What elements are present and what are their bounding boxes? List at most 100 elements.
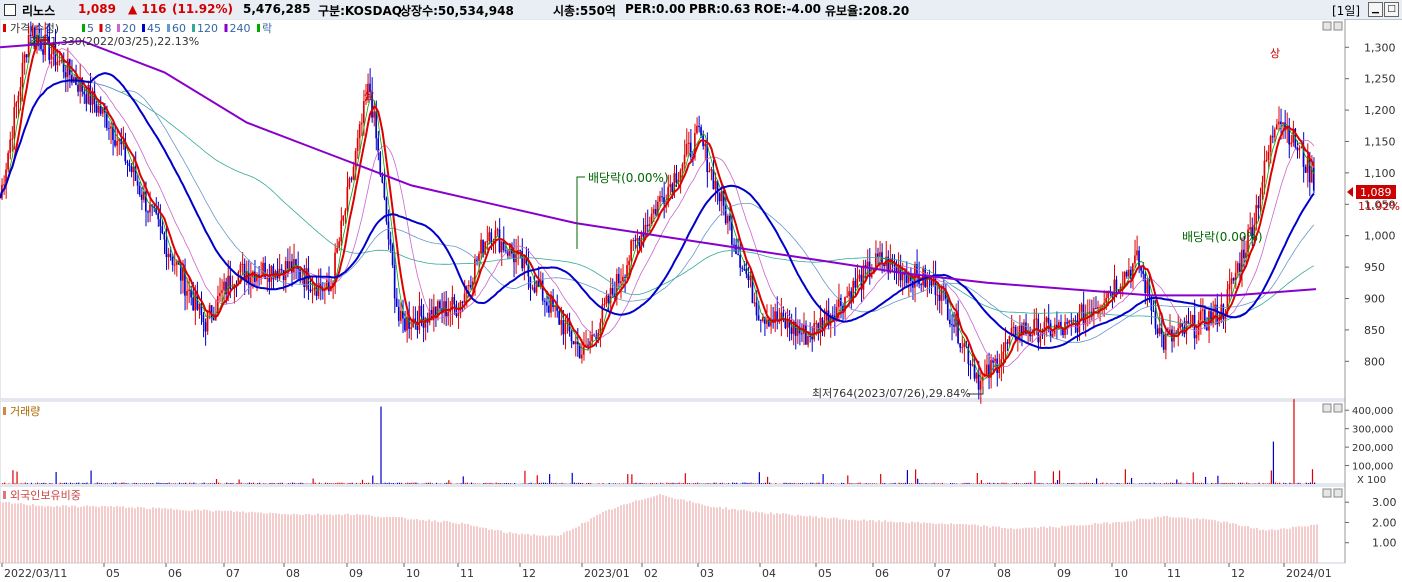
candle-body: [284, 261, 287, 281]
maximize-icon[interactable]: □: [1384, 2, 1399, 17]
foreign-panel-buttons[interactable]: [1322, 488, 1343, 498]
candle-body: [685, 143, 688, 155]
volume-bar: [1198, 482, 1200, 484]
candle-body: [391, 244, 394, 266]
volume-bar: [964, 482, 966, 484]
candle-body: [854, 280, 857, 288]
candle-body: [1166, 333, 1169, 335]
candle-body: [1154, 311, 1157, 329]
volume-bar: [503, 483, 505, 484]
volume-bar: [635, 482, 637, 484]
volume-bar: [1221, 482, 1223, 484]
volume-bar: [793, 482, 795, 484]
candle-body: [490, 232, 493, 244]
x-tick-label: 2024/01: [1286, 567, 1332, 580]
volume-bar: [978, 483, 980, 484]
candle-body: [1169, 329, 1171, 335]
candle-body: [661, 196, 663, 198]
candle-body: [1280, 121, 1282, 125]
volume-bar: [1172, 482, 1174, 484]
volume-bar: [76, 482, 78, 484]
x-tick-label: 07: [937, 567, 951, 580]
current-price: 1,089: [78, 2, 116, 16]
candle-body: [5, 169, 7, 185]
y-tick-label: 1,000: [1364, 230, 1396, 243]
candle-body: [726, 215, 729, 224]
volume-bar: [884, 483, 886, 484]
legend-item-락: 락: [262, 22, 272, 35]
volume-bar: [217, 482, 220, 484]
volume-bar: [602, 482, 604, 484]
period-selector[interactable]: [1일]: [1332, 4, 1361, 18]
volume-bar: [1116, 482, 1118, 484]
volume-panel-buttons[interactable]: [1322, 403, 1343, 413]
volume-bar: [491, 483, 493, 484]
volume-bar: [456, 483, 458, 484]
volume-bar: [37, 482, 39, 484]
candle-body: [56, 61, 59, 66]
volume-bar: [561, 482, 563, 484]
candle-body: [418, 305, 421, 330]
volume-bar: [201, 483, 203, 484]
candle-body: [1284, 122, 1286, 130]
candle-body: [835, 307, 838, 321]
candle-body: [558, 310, 560, 325]
volume-bar: [1056, 480, 1059, 484]
candle-body: [1310, 167, 1313, 183]
volume-bar: [417, 483, 419, 484]
minimize-icon[interactable]: ▁: [1368, 2, 1383, 17]
candle-body: [118, 138, 120, 142]
candle-body: [471, 281, 474, 288]
volume-bar: [1278, 482, 1281, 484]
candle-body: [724, 205, 727, 224]
candle-body: [309, 289, 312, 292]
volume-bar: [355, 482, 357, 484]
window-icon[interactable]: [4, 4, 16, 16]
shares-listed: 상장수:50,534,948: [400, 4, 514, 18]
volume-bar: [1248, 483, 1250, 484]
candle-body: [1222, 304, 1225, 320]
candle-body: [147, 211, 149, 213]
volume-bar: [1052, 471, 1054, 484]
candle-body: [780, 312, 783, 321]
candle-body: [521, 251, 523, 269]
candle-body: [1232, 278, 1235, 281]
candle-body: [554, 305, 556, 308]
volume-bar: [1276, 483, 1279, 484]
candle-body: [996, 358, 998, 373]
volume-bar: [69, 482, 72, 484]
candle-body: [443, 301, 445, 313]
price-panel-buttons[interactable]: [1322, 21, 1343, 31]
volume-bar: [810, 482, 812, 484]
pbr-value: PBR:0.63: [689, 2, 751, 16]
candle-body: [1136, 250, 1138, 256]
volume-bar: [882, 483, 884, 484]
volume-bar: [639, 482, 641, 484]
legend-item-60: 60: [172, 22, 186, 35]
volume-bar: [279, 482, 281, 484]
volume-bar: [750, 482, 752, 484]
volume-bar: [1165, 482, 1168, 484]
y-tick-label: 1,300: [1364, 41, 1396, 54]
candle-body: [406, 316, 408, 331]
candle-body: [790, 327, 793, 334]
candle-body: [340, 220, 342, 242]
candle-body: [840, 297, 842, 306]
volume-bar: [115, 482, 117, 484]
volume-bar: [366, 483, 368, 484]
candle-body: [336, 247, 338, 253]
volume-bar: [246, 483, 248, 484]
volume-bar: [263, 483, 265, 484]
candle-body: [385, 198, 388, 222]
candle-body: [52, 43, 55, 55]
candle-body: [315, 287, 318, 296]
candle-body: [961, 347, 963, 349]
volume-bar: [662, 483, 664, 484]
volume-bar: [902, 483, 904, 484]
candle-body: [397, 306, 400, 321]
candle-body: [116, 141, 118, 146]
candle-body: [360, 122, 363, 125]
candle-body: [749, 275, 752, 281]
legend-marker: [3, 24, 6, 32]
